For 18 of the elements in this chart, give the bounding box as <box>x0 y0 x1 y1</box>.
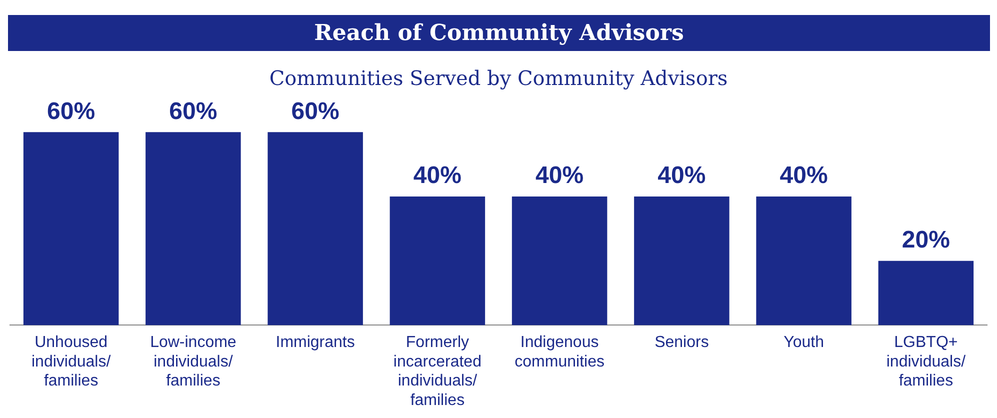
x-tick-label: Low-income individuals/ families <box>150 334 236 390</box>
data-label: 60% <box>47 98 96 125</box>
data-label: 60% <box>169 98 218 125</box>
data-label: 40% <box>536 162 584 190</box>
data-label: 40% <box>658 162 706 190</box>
x-tick-label: Formerly incarcerated individuals/ families <box>393 334 482 409</box>
chart-subtitle: Communities Served by Community Advisors <box>268 66 729 90</box>
x-tick-label: Youth <box>784 334 824 352</box>
data-label: 40% <box>413 162 462 190</box>
data-label: 20% <box>902 226 950 254</box>
data-label: 60% <box>291 98 340 125</box>
x-tick-label: Seniors <box>654 334 709 352</box>
chart-title: Reach of Community Advisors <box>8 15 990 51</box>
data-label: 40% <box>780 162 828 190</box>
x-tick-label: Indigenous communities <box>514 334 604 370</box>
x-tick-label: LGBTQ+ individuals/ families <box>886 334 966 390</box>
x-tick-label: Unhoused individuals/ families <box>31 334 112 390</box>
x-tick-label: Immigrants <box>276 334 355 352</box>
